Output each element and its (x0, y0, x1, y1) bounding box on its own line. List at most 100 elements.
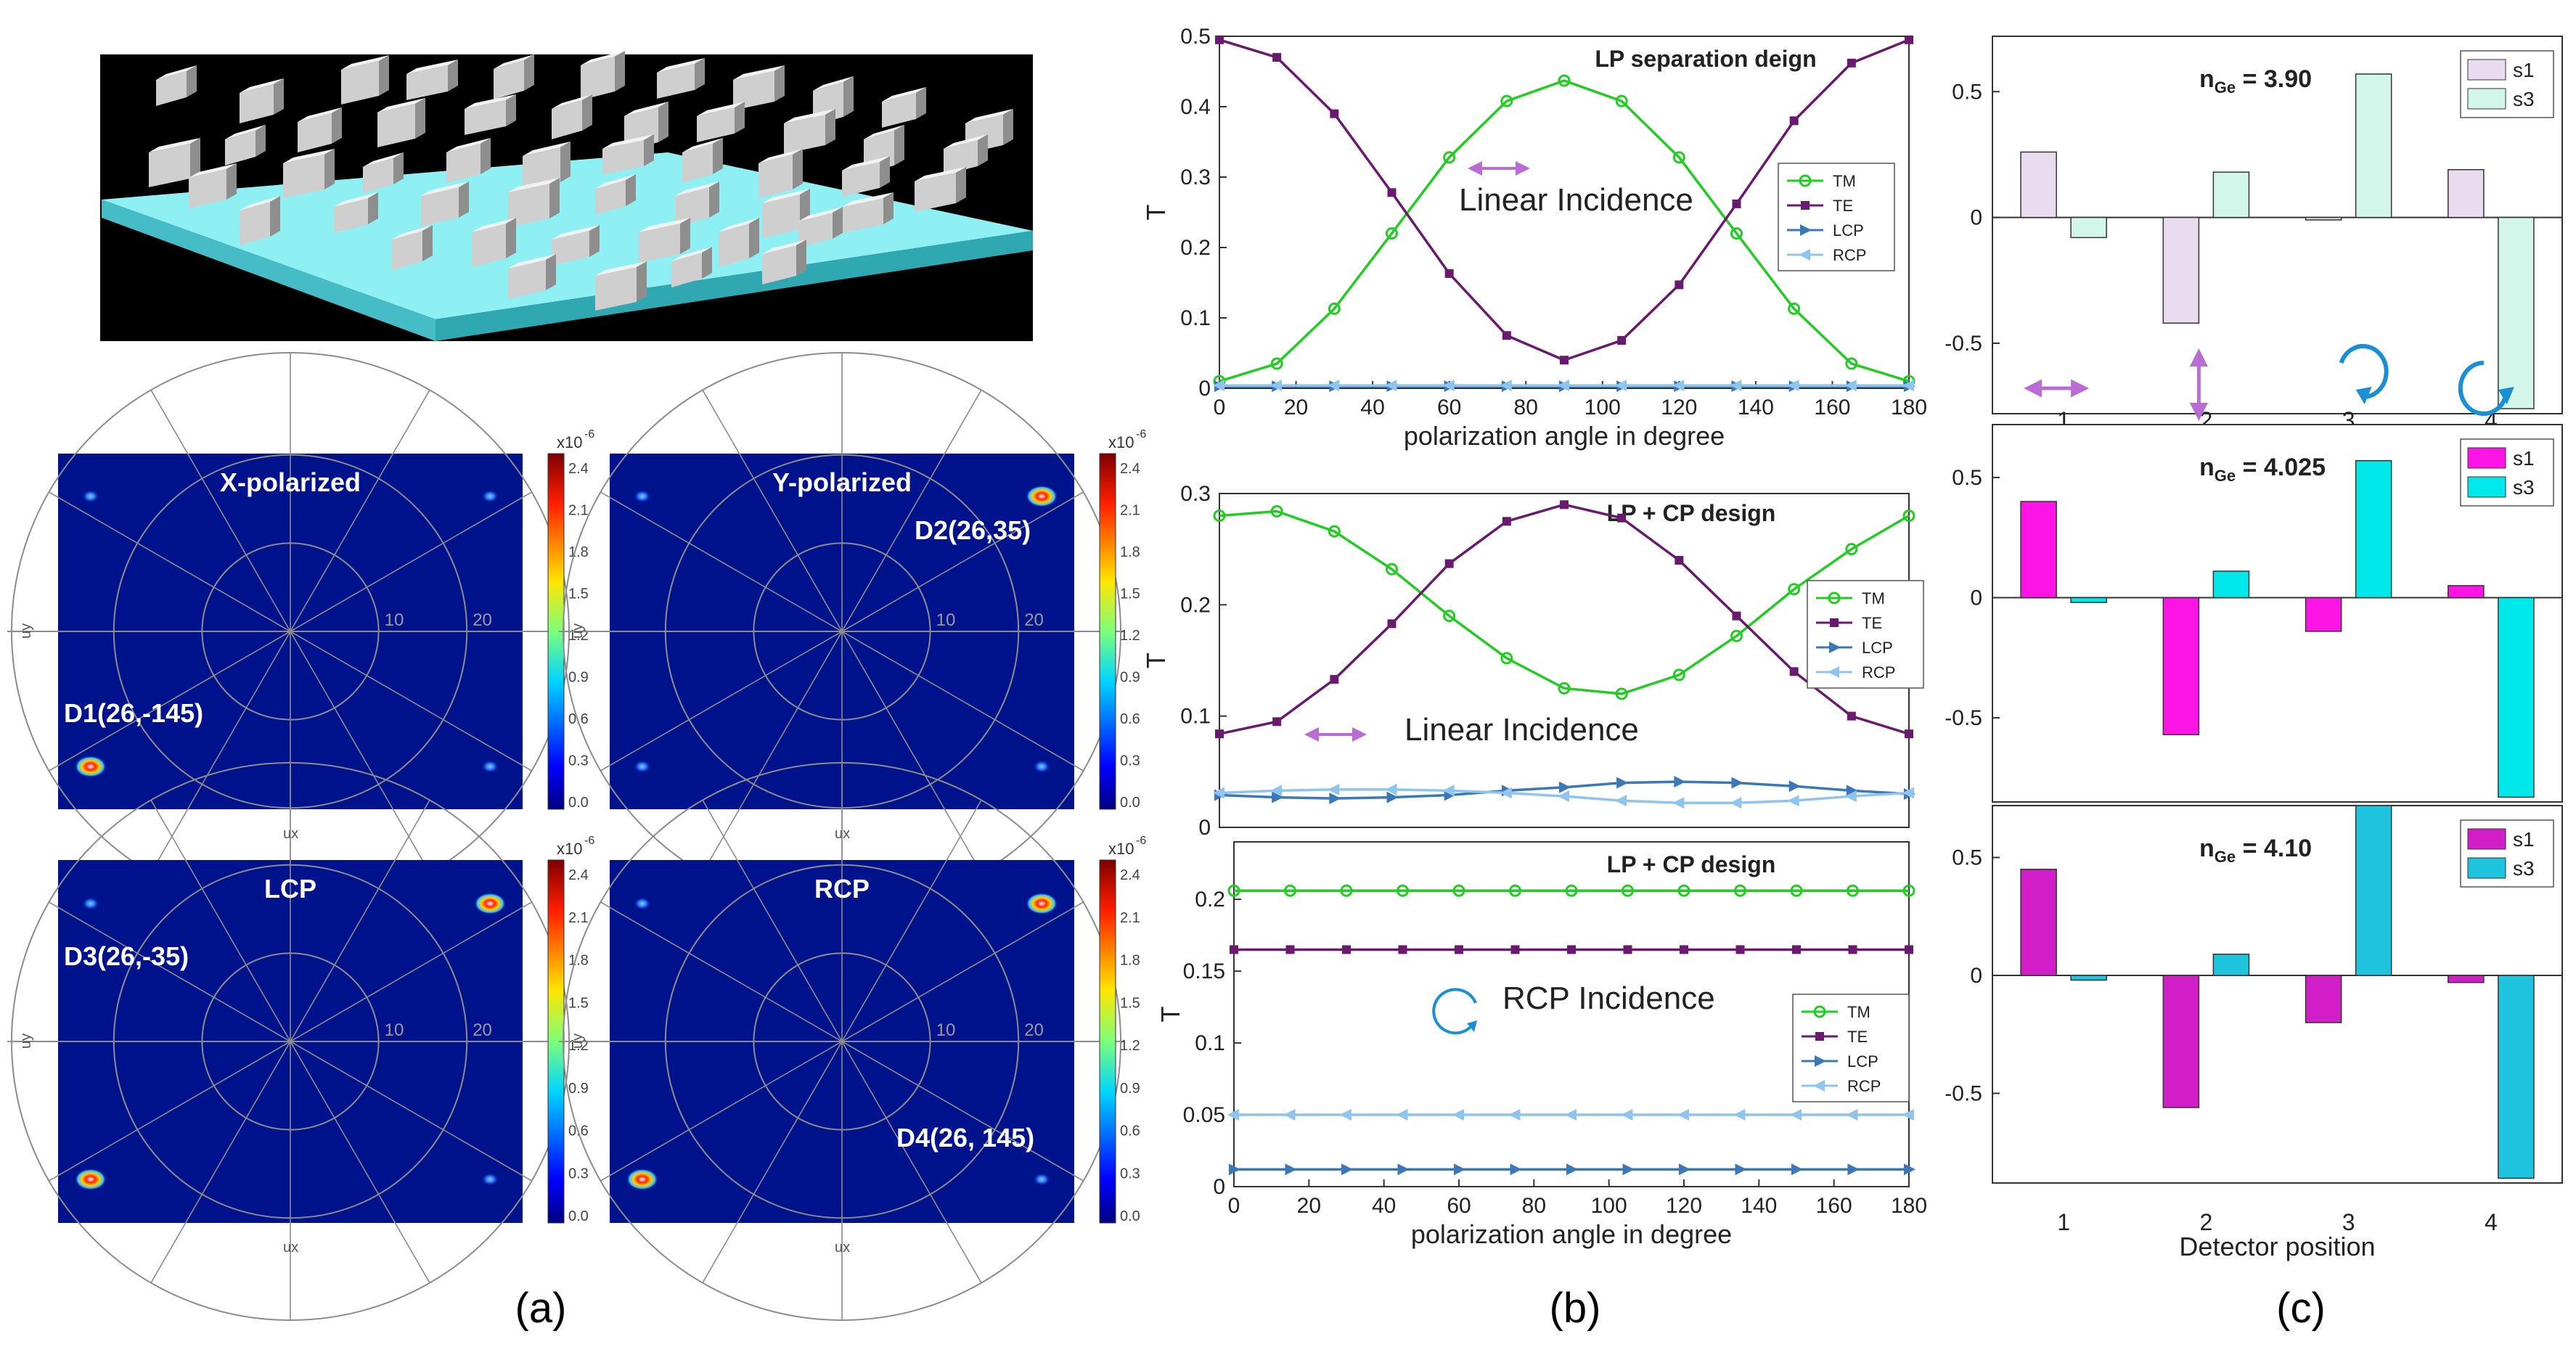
legend-swatch (2467, 828, 2506, 850)
line-marker (1386, 791, 1399, 803)
y-tick-label: -0.5 (1945, 332, 1982, 356)
colorbar-tick-label: 2.1 (568, 503, 589, 519)
colorbar-tick-label: 0.0 (568, 795, 589, 811)
circular-arrowhead (2355, 387, 2372, 404)
line-chart-1: 0 0.1 0.2 0.3 0.4 0.5 0 20 40 60 80 100 120 140 160 180… (1141, 25, 1927, 451)
line-marker (1500, 787, 1512, 799)
line-marker (1215, 729, 1224, 739)
line-marker (1500, 380, 1512, 392)
line-marker (1340, 1109, 1352, 1121)
nanopillar-side (680, 218, 690, 254)
line-marker (1672, 668, 1685, 681)
nanopillar-top (762, 240, 806, 254)
nanopillar-front (697, 107, 735, 142)
ring-label-20: 20 (473, 1020, 492, 1040)
uy-axis-label: uy (570, 1033, 586, 1049)
chart-title: LP + CP design (1607, 851, 1776, 877)
chart-title: LP separation deign (1595, 46, 1816, 72)
bar-s3 (2070, 975, 2107, 981)
farfield-hotspot (626, 1168, 658, 1190)
circular-polarization-arrowhead (1467, 1020, 1477, 1032)
nanopillar-front (762, 245, 796, 284)
nanopillar-top (465, 94, 516, 109)
line-marker (1567, 945, 1576, 954)
nanopillar-side (644, 134, 654, 166)
nanopillar-front (240, 84, 274, 123)
nanopillar-side (459, 181, 469, 218)
nanopillar-front (240, 202, 270, 245)
bar-s3 (2070, 216, 2107, 239)
line-marker (1905, 945, 1913, 954)
line-marker (1904, 1163, 1915, 1176)
bar-s1 (2162, 216, 2200, 324)
nanopillar-front (472, 224, 506, 267)
nanopillar-front (798, 213, 833, 247)
nanopillar-front (671, 253, 702, 287)
line-marker (1813, 1080, 1825, 1092)
y-tick-label: 0.1 (1195, 1031, 1225, 1055)
nanopillar-top (446, 138, 491, 152)
ux-axis-label: ux (835, 1240, 850, 1256)
nanopillar-side (658, 102, 668, 142)
line-marker (1846, 785, 1858, 797)
line-marker (1615, 94, 1628, 107)
y-tick-label: 0.2 (1180, 236, 1211, 260)
y-tick-label: 0.2 (1195, 888, 1225, 912)
line-marker (1385, 783, 1397, 795)
nanopillar-top (682, 138, 723, 152)
colorbar-tick-label: 0.0 (568, 1208, 589, 1224)
line-marker (1559, 781, 1571, 793)
nanopillar-top (697, 102, 745, 116)
line-marker (1847, 884, 1859, 897)
x-tick-label: 60 (1447, 1194, 1471, 1218)
line-marker (1443, 610, 1456, 623)
line-marker (1735, 1163, 1747, 1176)
nanopillar-top (494, 54, 534, 69)
category-label: 1 (2057, 1209, 2070, 1235)
nanopillar-top (915, 167, 966, 181)
nanopillar-top (283, 149, 335, 163)
nanopillar-side (825, 109, 835, 145)
line-marker (1674, 776, 1686, 788)
bar-s3 (2355, 459, 2392, 599)
nanopillar-side (560, 142, 571, 182)
x-tick-label: 140 (1741, 1194, 1777, 1218)
line-marker (1328, 783, 1340, 795)
legend-label: RCP (1833, 246, 1866, 264)
nanopillar-side (774, 65, 785, 102)
legend-label: s3 (2513, 857, 2535, 880)
annotation-symbol: n (2199, 65, 2215, 93)
series-line-TM (1219, 509, 1910, 695)
colorbar-tick-label: 1.8 (1120, 953, 1140, 969)
nanopillar-front (639, 224, 680, 263)
bar-s1 (2305, 597, 2342, 632)
line-marker (1672, 797, 1685, 809)
line-marker (1615, 687, 1628, 700)
y-tick-label: 0 (1970, 964, 1982, 988)
line-marker (1227, 1109, 1239, 1121)
nanopillar-side (978, 134, 988, 166)
y-tick-label: 0.5 (1952, 80, 1982, 104)
line-marker (1902, 509, 1915, 523)
line-marker (1455, 945, 1463, 954)
line-marker (1790, 1109, 1802, 1121)
colorbar-tick-label: 2.4 (568, 867, 589, 883)
farfield-title: RCP (814, 874, 870, 904)
y-tick-label: -0.5 (1945, 1082, 1982, 1106)
x-tick-label: 0 (1214, 396, 1226, 419)
nanopillar-front (595, 180, 626, 215)
legend-swatch (2467, 476, 2506, 498)
farfield-hotspot (1026, 893, 1058, 914)
legend-label: s3 (2513, 476, 2535, 499)
line-marker (1815, 1032, 1824, 1041)
nanopillar-top (149, 138, 200, 152)
ring-label-10: 10 (385, 610, 404, 630)
line-marker (1272, 717, 1282, 726)
nanopillar-top (733, 65, 785, 80)
line-marker (1905, 35, 1913, 44)
line-marker (1672, 151, 1685, 164)
colorbar-tick-label: 1.8 (568, 544, 589, 560)
legend-swatch (2467, 59, 2506, 81)
line-marker (1846, 1109, 1858, 1121)
x-tick-label: 20 (1284, 396, 1308, 419)
